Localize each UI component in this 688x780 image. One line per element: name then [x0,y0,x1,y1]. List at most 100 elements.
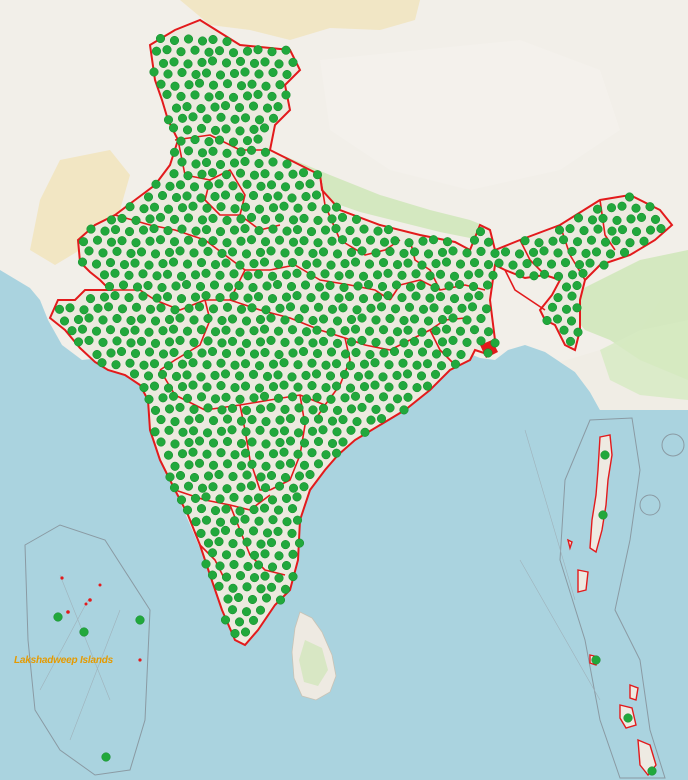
station-dot [248,526,259,536]
station-dot [301,191,311,202]
station-dot [262,371,273,381]
station-dot [411,291,421,301]
station-dot [77,324,88,334]
station-dot [409,247,420,257]
station-dot [364,326,375,336]
station-dot [599,260,609,270]
station-dot [242,470,252,480]
station-dot [384,382,394,392]
station-dot [647,766,657,776]
station-dot [645,202,655,212]
station-dot [229,516,240,526]
station-dot [268,224,278,234]
station-dot [249,326,259,336]
station-dot [105,258,116,268]
station-dot [201,559,211,569]
station-dot [91,326,102,336]
station-dot [182,326,193,336]
station-dot [294,246,304,256]
station-dot [267,47,277,57]
station-dot [572,303,582,313]
station-dot [106,215,117,225]
station-dot [214,537,224,547]
station-dot [227,336,238,346]
station-dot [266,402,276,412]
station-dot [204,92,214,102]
station-dot [320,291,330,301]
station-dot [203,471,214,481]
station-dot [117,213,127,223]
station-dot [591,655,601,665]
station-dot [158,349,169,359]
station-dot [462,315,472,325]
station-dot [143,280,153,291]
station-dot [462,337,472,347]
station-dot [339,369,350,379]
station-dot [565,224,575,234]
station-dot [574,260,585,270]
station-dot [308,248,318,258]
station-dot [209,280,220,290]
station-dot [222,238,232,248]
station-dot [351,347,361,358]
station-dot [364,370,374,380]
station-dot [448,246,458,256]
station-dot [131,302,142,312]
station-dot [202,382,212,392]
station-dot [182,259,193,269]
station-dot [298,168,309,178]
station-dot [241,405,252,415]
station-dot [242,136,253,146]
station-dot [79,305,89,315]
station-dot [228,471,238,482]
station-dot [287,258,298,268]
station-dot [181,279,192,290]
station-dot [256,181,266,191]
station-dot [259,324,270,334]
station-dot [566,316,577,326]
station-dot [197,237,208,247]
station-dot [321,360,331,370]
station-dot [197,36,208,46]
station-dot [357,402,367,412]
station-dot [242,537,252,547]
station-dot [372,292,383,302]
station-dot [293,428,304,438]
station-dot [430,369,441,379]
station-dot [248,101,259,111]
station-dot [184,460,194,470]
station-dot [294,538,305,548]
station-dot [176,136,186,146]
station-dot [222,79,233,89]
station-dot [286,281,297,292]
station-dot [242,179,252,189]
station-dot [182,370,192,380]
station-dot [164,247,175,257]
station-dot [139,360,149,370]
station-dot [553,248,563,258]
station-dot [261,417,271,427]
station-dot [273,393,284,403]
station-dot [313,436,324,447]
station-dot [425,271,435,281]
station-dot [340,259,350,269]
station-dot [247,415,257,425]
station-dot [318,336,329,346]
station-dot [288,57,298,67]
station-dot [131,215,141,225]
station-dot [370,380,380,390]
station-dot [91,259,102,269]
station-dot [143,192,154,202]
station-dot [207,570,218,580]
station-dot [254,516,264,526]
station-dot [214,179,224,189]
station-dot [130,325,140,335]
station-dot [307,426,318,436]
station-dot [124,270,134,280]
station-dot [353,281,363,291]
station-dot [126,248,136,258]
station-dot [229,225,240,235]
station-dot [344,269,355,279]
station-dot [539,246,549,256]
